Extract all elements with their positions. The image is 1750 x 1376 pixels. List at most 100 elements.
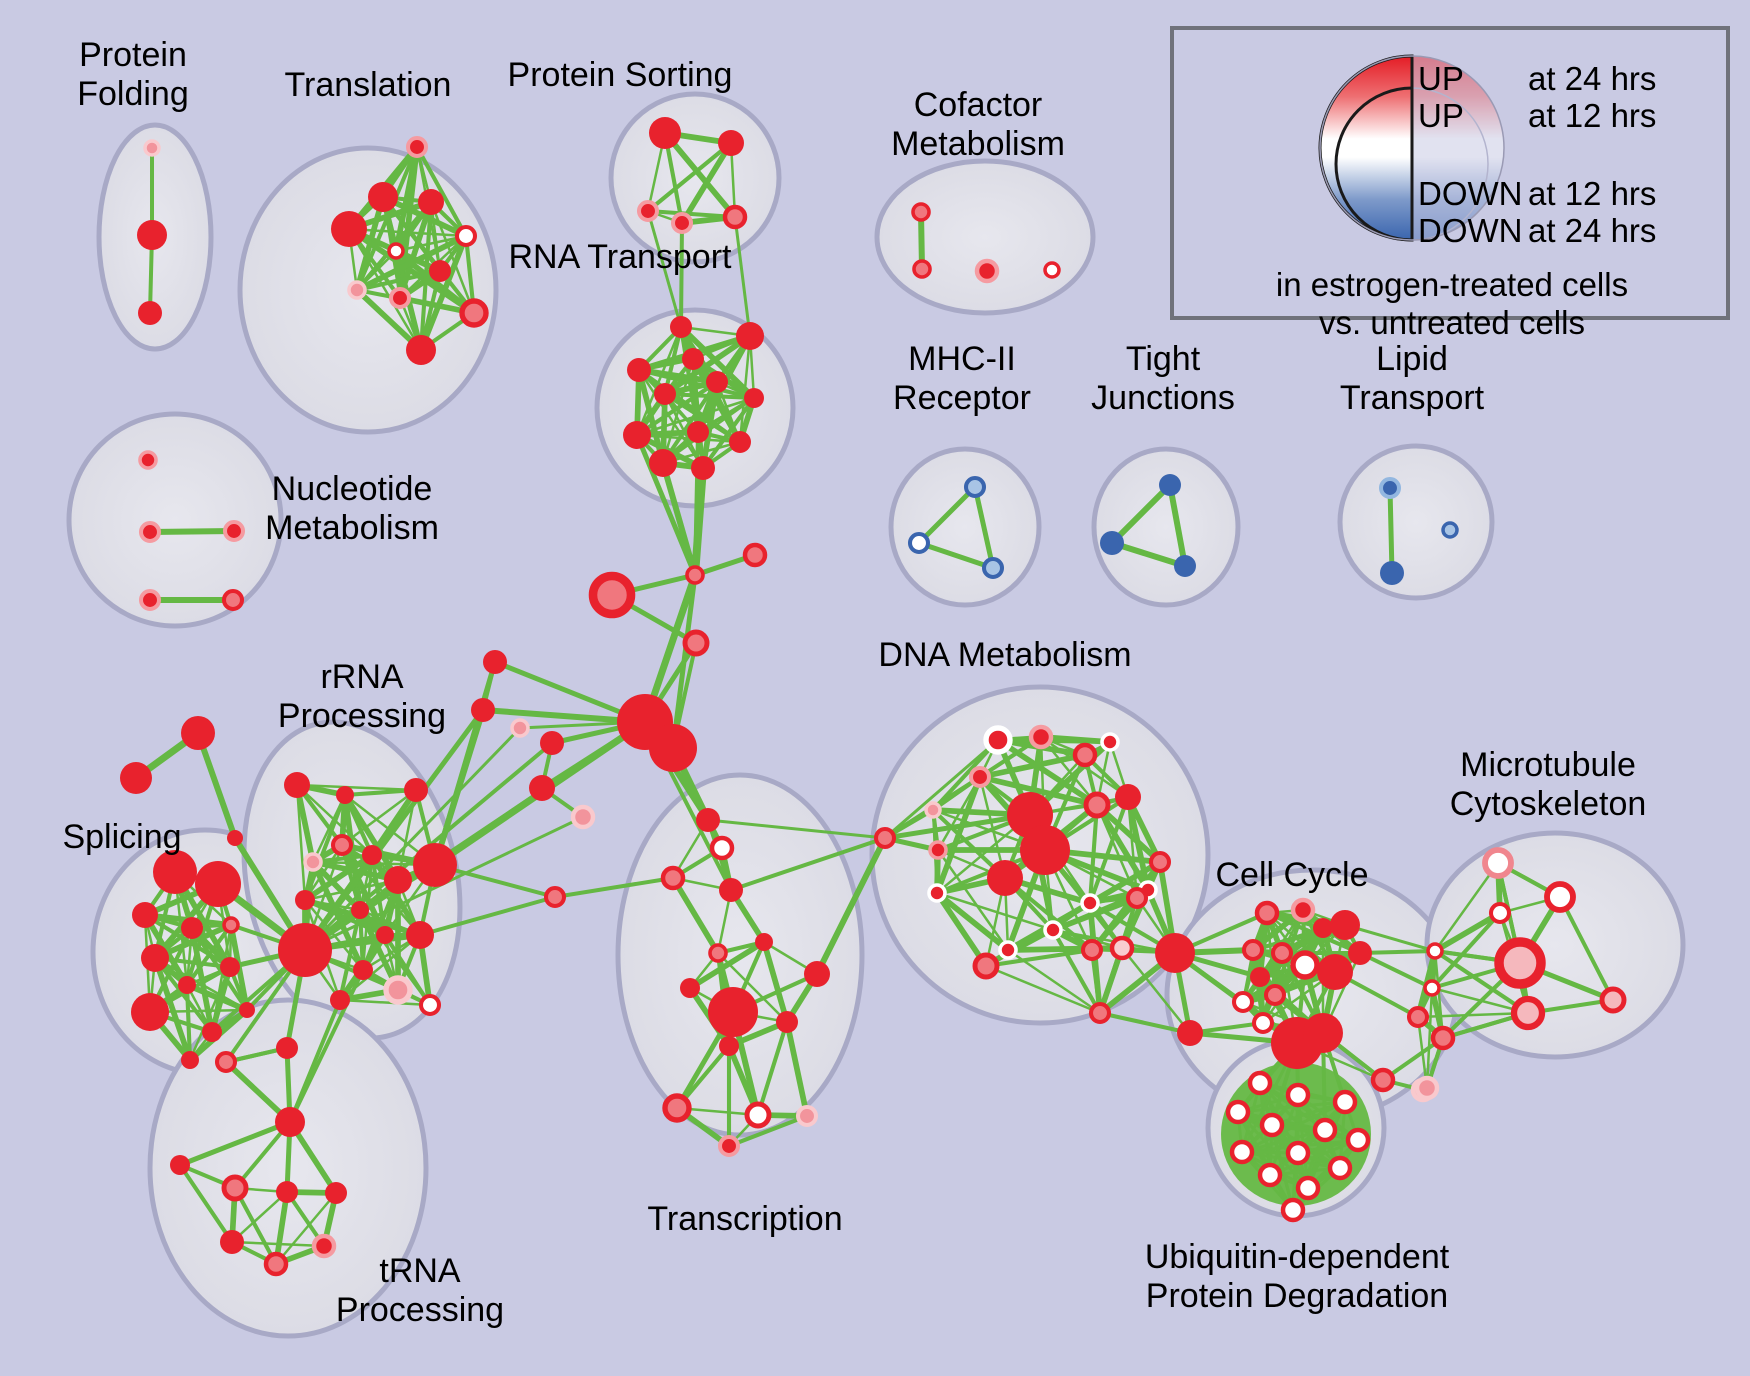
network-edge [1358, 951, 1434, 990]
network-edge [755, 1019, 790, 1118]
network-edge [1094, 802, 1163, 865]
network-edge [706, 818, 887, 840]
network-node [471, 698, 495, 722]
network-edge [700, 395, 757, 471]
network-node [1043, 261, 1061, 279]
network-edge [936, 848, 1010, 952]
network-edge [338, 998, 432, 1007]
nodes-layer [120, 117, 1627, 1277]
network-node [719, 878, 743, 902]
network-node [717, 1134, 741, 1158]
network-node [1251, 1011, 1275, 1035]
network-node [682, 629, 710, 657]
network-edge [814, 835, 888, 977]
network-edge [1005, 945, 1125, 953]
cluster-ellipse-ps [608, 91, 782, 265]
network-node [1426, 942, 1444, 960]
network-edge [934, 890, 989, 969]
network-node [623, 421, 651, 449]
network-node [1020, 825, 1070, 875]
network-edge [662, 130, 738, 220]
network-node [214, 1050, 238, 1074]
network-node [708, 943, 728, 963]
network-edge [645, 140, 734, 214]
network-edge [670, 875, 721, 956]
cluster-ellipse-lt [1337, 443, 1495, 601]
cluster-ellipse-cf [874, 158, 1096, 316]
network-node [406, 921, 434, 949]
network-edge [394, 234, 468, 253]
network-node [227, 830, 243, 846]
network-node [974, 258, 1000, 284]
network-edge [295, 783, 307, 902]
network-node [239, 1002, 255, 1018]
network-node [406, 335, 436, 365]
network-edge [1240, 1128, 1327, 1154]
network-node [718, 130, 744, 156]
network-edge [393, 248, 477, 316]
network-node [311, 1233, 337, 1259]
network-node [968, 765, 992, 789]
cluster-ellipse-nm [66, 411, 284, 629]
network-node [325, 1182, 347, 1204]
network-node [660, 865, 686, 891]
network-node [1488, 901, 1512, 925]
network-edge [354, 268, 443, 293]
network-edge [147, 528, 237, 535]
network-node [141, 944, 169, 972]
network-edge [369, 787, 419, 858]
network-node [963, 475, 987, 499]
network-node [1380, 561, 1404, 585]
network-edge [1050, 895, 1140, 933]
network-edge [726, 1113, 810, 1149]
network-edge [1425, 986, 1434, 1090]
network-node [776, 1011, 798, 1033]
network-node [1250, 967, 1270, 987]
network-edge [661, 357, 695, 465]
network-node [998, 940, 1018, 960]
network-edge [414, 144, 469, 239]
network-edge [983, 947, 1095, 969]
network-edge [1087, 794, 1131, 906]
network-node [353, 960, 373, 980]
network-node [649, 117, 681, 149]
network-node [181, 917, 203, 939]
network-node [670, 316, 692, 338]
network-node [1115, 784, 1141, 810]
network-edge [1125, 794, 1151, 893]
network-edge [1387, 485, 1395, 576]
network-node [1241, 938, 1265, 962]
network-node [137, 220, 167, 250]
cluster-ellipse-mc [1424, 830, 1686, 1060]
network-node [924, 801, 942, 819]
network-node [429, 260, 451, 282]
network-edge [230, 1190, 289, 1244]
network-edge [302, 852, 375, 903]
network-node [1313, 918, 1333, 938]
network-node [384, 866, 412, 894]
network-node [351, 901, 369, 919]
cluster-ellipse-tj [1091, 446, 1241, 608]
network-node [388, 286, 412, 310]
network-edge [184, 922, 234, 988]
network-edge [1006, 948, 1102, 1015]
network-edge [977, 774, 1100, 808]
network-node [742, 542, 768, 568]
network-node [284, 772, 310, 798]
network-node [331, 211, 367, 247]
network-node [510, 718, 530, 738]
network-edge [302, 792, 348, 903]
network-edge [1167, 482, 1188, 569]
network-node [691, 456, 715, 480]
network-edge [977, 752, 1088, 780]
network-edge [288, 998, 342, 1124]
network-node [1494, 937, 1546, 989]
network-node [1345, 1127, 1371, 1153]
network-edge [693, 430, 700, 577]
network-edge [635, 325, 683, 437]
network-edge [1416, 1011, 1530, 1019]
network-node [1295, 1175, 1321, 1201]
network-node [636, 199, 660, 223]
network-edge [984, 964, 1102, 1015]
